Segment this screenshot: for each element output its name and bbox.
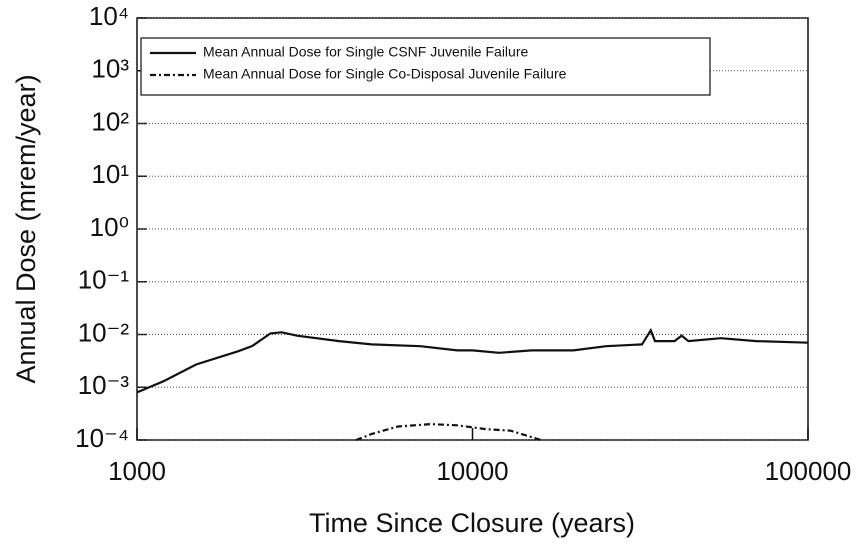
y-tick-label: 10³ — [91, 54, 129, 84]
y-tick-label: 10⁴ — [89, 1, 129, 31]
y-tick-label: 10⁻⁴ — [75, 423, 129, 453]
legend-label: Mean Annual Dose for Single Co-Disposal … — [203, 66, 567, 82]
x-axis-label: Time Since Closure (years) — [309, 508, 635, 538]
x-tick-label: 10000 — [436, 456, 508, 486]
x-tick-label: 100000 — [765, 456, 852, 486]
series-line — [136, 327, 809, 394]
y-tick-label: 10² — [91, 106, 129, 136]
y-tick-label: 10⁻³ — [78, 370, 130, 400]
y-tick-label: 10⁻² — [78, 317, 130, 347]
legend-label: Mean Annual Dose for Single CSNF Juvenil… — [203, 44, 528, 60]
series-line — [355, 422, 542, 442]
legend-box — [140, 37, 711, 96]
y-tick-label: 10¹ — [91, 159, 129, 189]
y-tick-label: 10⁻¹ — [78, 265, 130, 295]
y-axis-label: Annual Dose (mrem/year) — [11, 74, 41, 383]
y-tick-label: 10⁰ — [90, 212, 129, 242]
x-tick-label: 1000 — [108, 456, 166, 486]
